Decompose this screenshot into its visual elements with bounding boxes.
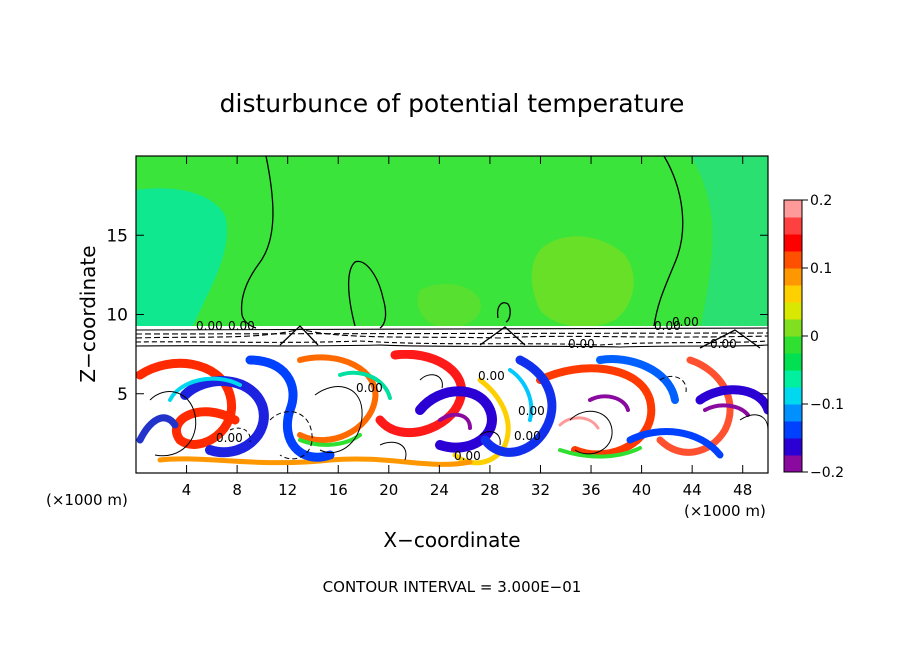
colorbar-tick-label: 0.1 [810, 261, 832, 277]
colorbar-tick-label: 0 [810, 329, 819, 345]
colorbar-swatch [784, 319, 802, 337]
contour-label: 0.00 [454, 449, 481, 463]
colorbar-swatch [784, 217, 802, 235]
cold-eddy-band-8 [136, 414, 179, 444]
contour-label: 0.00 [518, 404, 545, 418]
x-axis-label: X−coordinate [383, 528, 520, 552]
cold-eddy-band-1 [180, 376, 269, 458]
contour-label: 0.00 [654, 319, 681, 333]
colorbar-tick-label: −0.2 [810, 465, 844, 481]
colorbar-swatch [784, 234, 802, 252]
warm-eddy-band-5 [656, 356, 734, 456]
x-tick-label: 40 [632, 481, 651, 499]
cold-eddy-band-3 [415, 386, 497, 453]
colorbar-swatch [784, 285, 802, 303]
contour-label: 0.00 [228, 319, 255, 333]
warm-region-center-2 [417, 284, 481, 328]
cold-eddy-band-7 [626, 428, 724, 459]
y-axis-label: Z−coordinate [76, 245, 100, 382]
x-tick-label: 24 [430, 481, 449, 499]
colorbar-swatch [784, 200, 802, 218]
warm-eddy-band-1 [136, 358, 240, 449]
colorbar-swatch [784, 438, 802, 456]
warm-region-center [531, 236, 634, 327]
colorbar-swatch [784, 404, 802, 422]
colorbar-swatch [784, 353, 802, 371]
x-tick-label: 8 [232, 481, 242, 499]
x-tick-label: 20 [379, 481, 398, 499]
y-tick-label: 5 [117, 385, 128, 405]
cold-eddy-band-5 [596, 355, 679, 404]
colorbar-swatch [784, 251, 802, 269]
contour-label: 0.00 [514, 429, 541, 443]
upper-contours [240, 156, 684, 329]
colorbar [784, 200, 802, 473]
contour-label: 0.00 [672, 315, 699, 329]
transition-dashes [136, 325, 768, 349]
cyan-band-1 [168, 376, 242, 402]
y-tick-label: 15 [106, 226, 128, 246]
x-tick-label: 12 [278, 481, 297, 499]
cold-eddy-band-2 [245, 355, 335, 462]
cold-core-1 [438, 412, 472, 430]
cold-eddy-band-6 [695, 385, 768, 415]
contour-interval-note: CONTOUR INTERVAL = 3.000E−01 [323, 578, 582, 596]
lower-contours [149, 374, 768, 461]
contour-labels: 0.00 0.00 0.00 0.00 0.00 0.00 0.00 0.00 … [196, 315, 737, 463]
x-unit-left: (×1000 m) [46, 491, 128, 509]
colorbar-tick-label: 0.2 [810, 193, 832, 209]
contour-label: 0.00 [568, 337, 595, 351]
contour-label: 0.00 [216, 431, 243, 445]
x-tick-label: 4 [182, 481, 192, 499]
colorbar-swatch [784, 370, 802, 388]
contour-label: 0.00 [196, 319, 223, 333]
chart-title: disturbunce of potential temperature [220, 89, 685, 118]
y-tick-label: 10 [106, 306, 128, 326]
colorbar-swatch [784, 421, 802, 439]
x-tick-label: 16 [329, 481, 348, 499]
colorbar-tick-label: −0.1 [810, 397, 844, 413]
cold-eddy-band-4 [480, 355, 557, 457]
x-axis-ticks: 4 8 12 16 20 24 28 32 36 40 44 48 [182, 156, 752, 499]
cyan-band-2 [338, 370, 392, 400]
cyan-band-3 [508, 368, 534, 422]
warm-eddy-band-7 [157, 456, 473, 467]
colorbar-swatch [784, 302, 802, 320]
contour-label: 0.00 [478, 369, 505, 383]
colorbar-swatch [784, 387, 802, 405]
cold-core-2 [703, 403, 750, 417]
cool-region-right [690, 156, 768, 332]
x-tick-label: 36 [581, 481, 600, 499]
colorbar-swatch [784, 455, 802, 473]
colorbar-labels: 0.2 0.1 0 −0.1 −0.2 [802, 193, 844, 481]
green-band-1 [558, 446, 642, 459]
cold-core-3 [588, 394, 630, 412]
x-tick-label: 44 [683, 481, 702, 499]
warm-eddy-band-4 [536, 364, 656, 459]
x-unit-right: (×1000 m) [684, 502, 766, 520]
colorbar-swatch [784, 268, 802, 286]
lower-layer [136, 350, 768, 473]
y-axis-ticks: 5 10 15 [106, 226, 768, 405]
x-tick-label: 32 [531, 481, 550, 499]
contour-label: 0.00 [710, 337, 737, 351]
x-tick-label: 48 [733, 481, 752, 499]
warm-eddy-band-3 [375, 350, 467, 438]
contour-label: 0.00 [356, 381, 383, 395]
warm-eddy-band-2 [297, 354, 379, 443]
cool-region-left [136, 188, 228, 332]
x-tick-label: 28 [480, 481, 499, 499]
colorbar-swatch [784, 336, 802, 354]
warm-core-1 [558, 416, 600, 430]
